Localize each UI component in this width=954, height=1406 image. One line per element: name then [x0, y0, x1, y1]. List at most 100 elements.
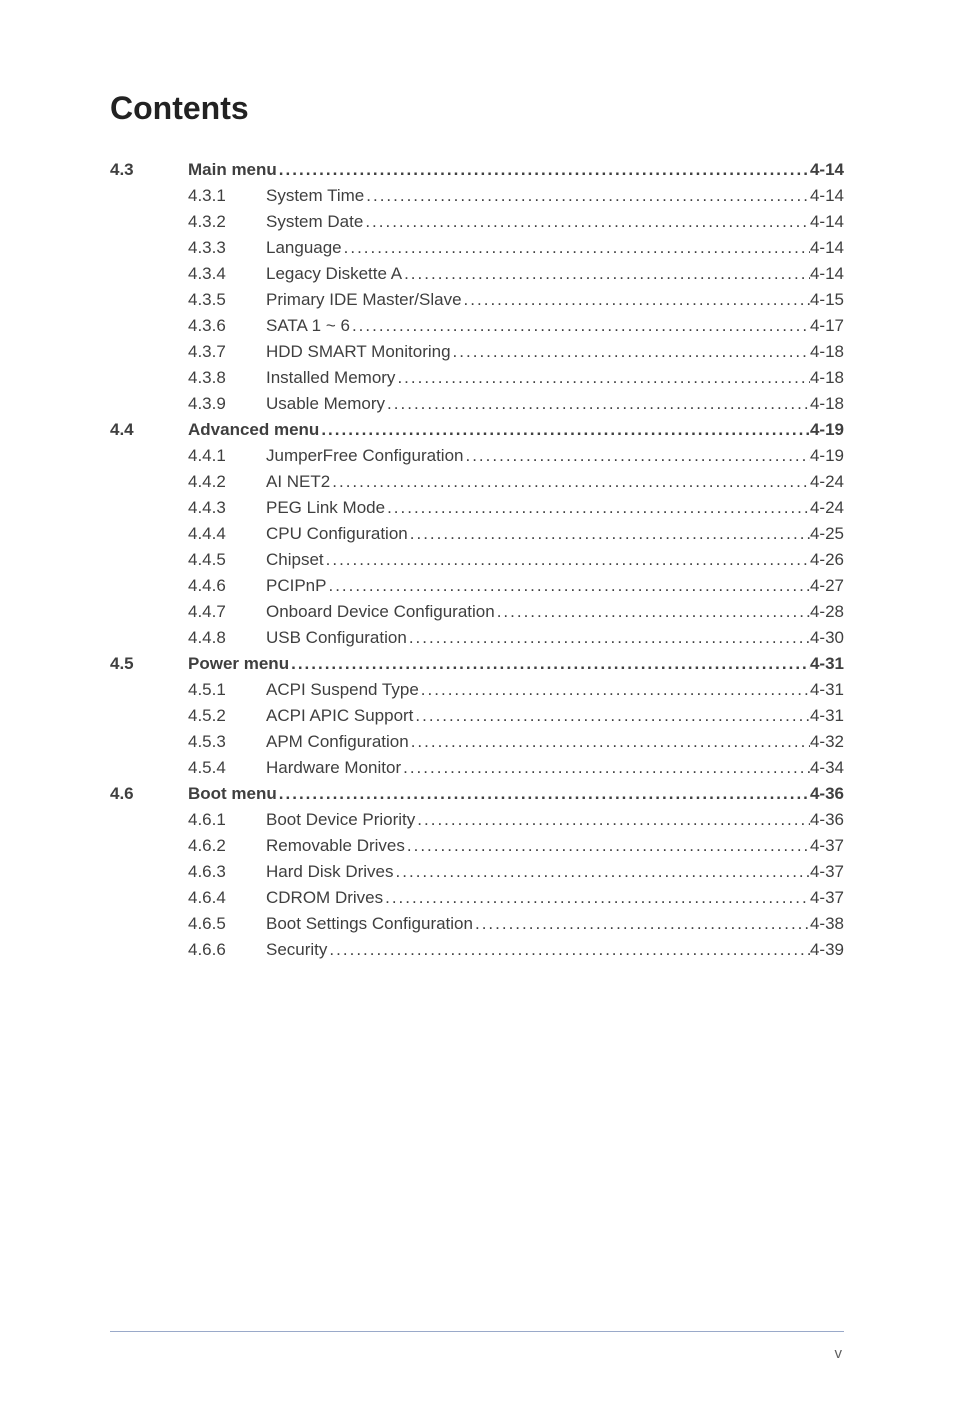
- toc-leader: ........................................…: [405, 837, 810, 854]
- toc-item-label: CPU Configuration: [266, 525, 408, 542]
- toc-item-label: System Date: [266, 213, 363, 230]
- toc-leader: ........................................…: [408, 525, 810, 542]
- toc-item-page: 4-15: [810, 291, 844, 308]
- toc-item-label: AI NET2: [266, 473, 330, 490]
- toc-item-label: Removable Drives: [266, 837, 405, 854]
- toc-item-label: Usable Memory: [266, 395, 385, 412]
- toc-item-number: 4.6.2: [188, 837, 266, 854]
- toc-section-row: 4.5Power menu...........................…: [110, 651, 844, 677]
- toc-leader: ........................................…: [495, 603, 810, 620]
- toc-item-row: 4.5.4Hardware Monitor...................…: [110, 755, 844, 781]
- toc-item-label: USB Configuration: [266, 629, 407, 646]
- toc-item-number: 4.4.7: [188, 603, 266, 620]
- toc-leader: ........................................…: [462, 291, 810, 308]
- toc-leader: ........................................…: [326, 577, 809, 594]
- toc-item-row: 4.6.4CDROM Drives.......................…: [110, 885, 844, 911]
- toc-item-number: 4.3.1: [188, 187, 266, 204]
- toc-item-number: 4.3.5: [188, 291, 266, 308]
- toc-item-number: 4.4.6: [188, 577, 266, 594]
- toc-item-page: 4-17: [810, 317, 844, 334]
- toc-item-page: 4-24: [810, 499, 844, 516]
- toc-item-row: 4.3.9Usable Memory......................…: [110, 391, 844, 417]
- toc-item-page: 4-31: [810, 707, 844, 724]
- toc-section-label: Main menu: [188, 161, 277, 178]
- toc-section-number: 4.4: [110, 421, 188, 438]
- toc-item-row: 4.4.2AI NET2............................…: [110, 469, 844, 495]
- toc-section-row: 4.4Advanced menu........................…: [110, 417, 844, 443]
- toc-item-label: Boot Settings Configuration: [266, 915, 473, 932]
- toc-item-page: 4-14: [810, 239, 844, 256]
- toc-item-label: Primary IDE Master/Slave: [266, 291, 462, 308]
- toc-item-page: 4-14: [810, 187, 844, 204]
- toc-item-page: 4-28: [810, 603, 844, 620]
- toc-item-row: 4.6.3Hard Disk Drives...................…: [110, 859, 844, 885]
- toc-item-row: 4.3.4Legacy Diskette A..................…: [110, 261, 844, 287]
- toc-item-number: 4.4.1: [188, 447, 266, 464]
- toc-leader: ........................................…: [327, 941, 810, 958]
- toc-leader: ........................................…: [385, 395, 810, 412]
- toc-item-row: 4.3.7HDD SMART Monitoring...............…: [110, 339, 844, 365]
- toc-leader: ........................................…: [277, 785, 810, 802]
- toc-item-page: 4-36: [810, 811, 844, 828]
- toc-leader: ........................................…: [330, 473, 810, 490]
- toc-item-page: 4-18: [810, 343, 844, 360]
- toc-item-row: 4.3.3Language...........................…: [110, 235, 844, 261]
- toc-section-page: 4-31: [810, 655, 844, 672]
- toc-leader: ........................................…: [413, 707, 810, 724]
- toc-item-page: 4-27: [810, 577, 844, 594]
- toc-item-row: 4.5.2ACPI APIC Support..................…: [110, 703, 844, 729]
- toc-leader: ........................................…: [364, 187, 810, 204]
- toc-item-page: 4-37: [810, 837, 844, 854]
- toc-item-row: 4.3.6SATA 1 ~ 6.........................…: [110, 313, 844, 339]
- page: Contents 4.3Main menu...................…: [0, 0, 954, 1406]
- toc-section-page: 4-19: [810, 421, 844, 438]
- toc-section-label: Power menu: [188, 655, 289, 672]
- toc-item-row: 4.4.6PCIPnP.............................…: [110, 573, 844, 599]
- toc-item-page: 4-37: [810, 889, 844, 906]
- toc-leader: ........................................…: [394, 863, 810, 880]
- toc-item-page: 4-18: [810, 369, 844, 386]
- toc-item-row: 4.4.4CPU Configuration..................…: [110, 521, 844, 547]
- toc-item-number: 4.3.8: [188, 369, 266, 386]
- toc-item-number: 4.5.2: [188, 707, 266, 724]
- toc-section-number: 4.6: [110, 785, 188, 802]
- toc-item-label: Installed Memory: [266, 369, 395, 386]
- toc-item-page: 4-32: [810, 733, 844, 750]
- toc-item-row: 4.4.8USB Configuration..................…: [110, 625, 844, 651]
- toc-item-label: Boot Device Priority: [266, 811, 415, 828]
- footer-rule: [110, 1331, 844, 1332]
- toc-leader: ........................................…: [383, 889, 810, 906]
- toc-item-row: 4.3.5Primary IDE Master/Slave...........…: [110, 287, 844, 313]
- toc-leader: ........................................…: [473, 915, 810, 932]
- toc-leader: ........................................…: [324, 551, 810, 568]
- toc-item-number: 4.4.5: [188, 551, 266, 568]
- toc-item-label: HDD SMART Monitoring: [266, 343, 451, 360]
- toc-leader: ........................................…: [419, 681, 810, 698]
- toc-item-label: CDROM Drives: [266, 889, 383, 906]
- toc-section-number: 4.3: [110, 161, 188, 178]
- toc-item-row: 4.4.7Onboard Device Configuration.......…: [110, 599, 844, 625]
- toc-section-number: 4.5: [110, 655, 188, 672]
- toc-item-number: 4.3.9: [188, 395, 266, 412]
- toc-item-number: 4.3.2: [188, 213, 266, 230]
- toc-item-label: ACPI Suspend Type: [266, 681, 419, 698]
- toc-item-row: 4.5.1ACPI Suspend Type..................…: [110, 677, 844, 703]
- toc-item-number: 4.4.3: [188, 499, 266, 516]
- toc-leader: ........................................…: [407, 629, 810, 646]
- toc-item-page: 4-24: [810, 473, 844, 490]
- toc-leader: ........................................…: [401, 759, 810, 776]
- toc-section-row: 4.6Boot menu............................…: [110, 781, 844, 807]
- toc-item-row: 4.6.6Security...........................…: [110, 937, 844, 963]
- toc-item-number: 4.5.3: [188, 733, 266, 750]
- table-of-contents: 4.3Main menu............................…: [110, 157, 844, 963]
- toc-item-label: Security: [266, 941, 327, 958]
- toc-item-page: 4-26: [810, 551, 844, 568]
- toc-item-page: 4-14: [810, 265, 844, 282]
- toc-item-page: 4-30: [810, 629, 844, 646]
- toc-item-label: Hardware Monitor: [266, 759, 401, 776]
- toc-item-page: 4-19: [810, 447, 844, 464]
- toc-item-row: 4.5.3APM Configuration..................…: [110, 729, 844, 755]
- toc-item-label: System Time: [266, 187, 364, 204]
- toc-leader: ........................................…: [277, 161, 810, 178]
- toc-item-row: 4.6.5Boot Settings Configuration........…: [110, 911, 844, 937]
